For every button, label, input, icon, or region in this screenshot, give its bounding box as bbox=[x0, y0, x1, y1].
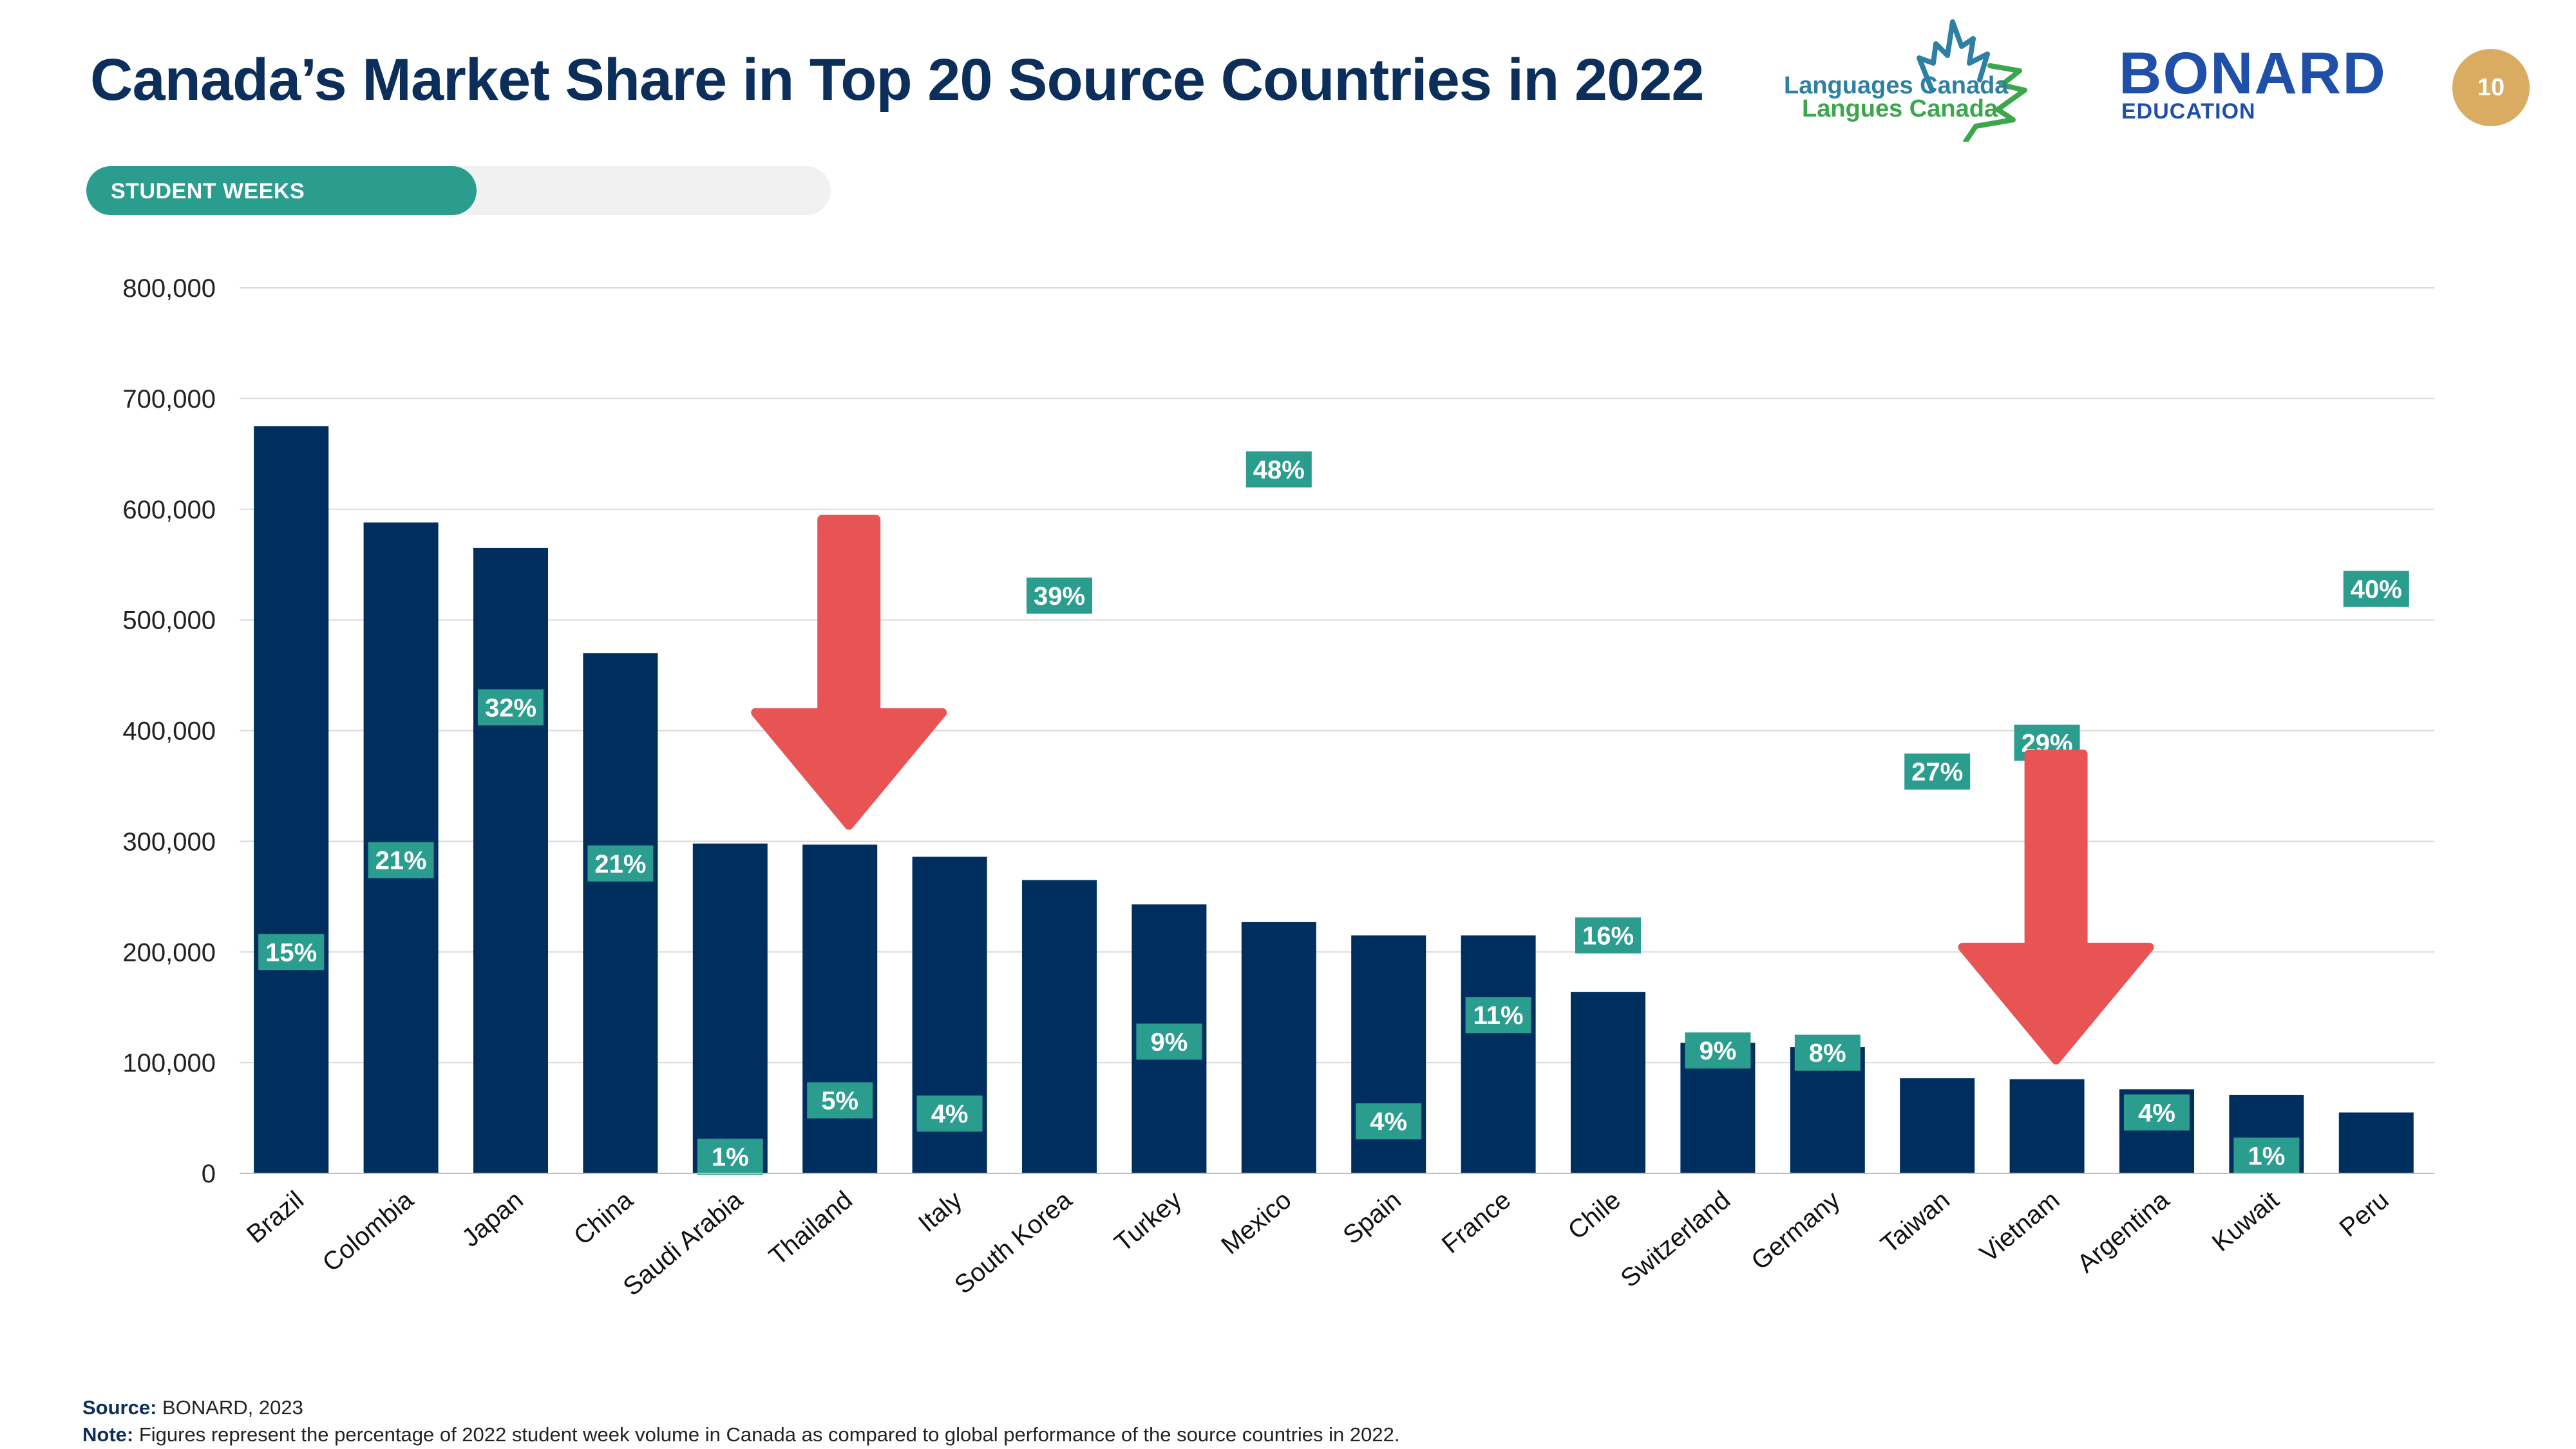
x-tick-label: Turkey bbox=[1109, 1186, 1187, 1257]
x-tick-label: Italy bbox=[913, 1186, 967, 1238]
source-text: BONARD, 2023 bbox=[156, 1396, 303, 1419]
market-share-label-box bbox=[1356, 1103, 1422, 1140]
market-share-label: 4% bbox=[1370, 1108, 1407, 1136]
bar bbox=[2338, 1112, 2414, 1173]
market-share-label: 15% bbox=[265, 938, 317, 967]
market-share-label-box bbox=[258, 934, 325, 971]
x-tick-label: Colombia bbox=[317, 1186, 419, 1278]
y-tick-label: 400,000 bbox=[122, 717, 216, 746]
x-tick-label: Taiwan bbox=[1875, 1186, 1955, 1259]
market-share-label-box bbox=[1575, 917, 1641, 954]
bonard-education-text: EDUCATION bbox=[2121, 99, 2256, 124]
student-weeks-tag bbox=[86, 166, 477, 215]
bar bbox=[1241, 922, 1316, 1173]
bar bbox=[802, 844, 878, 1173]
student-weeks-tag-label: STUDENT WEEKS bbox=[111, 179, 305, 204]
page-number-badge: 10 bbox=[2452, 49, 2530, 126]
bonard-wordmark: BONARD bbox=[2119, 41, 2387, 106]
market-share-label: 1% bbox=[2248, 1142, 2285, 1171]
y-tick-label: 200,000 bbox=[122, 938, 216, 967]
x-tick-label: Chile bbox=[1563, 1186, 1626, 1245]
note-line: Note: Figures represent the percentage o… bbox=[82, 1423, 1399, 1446]
x-tick-label: Saudi Arabia bbox=[618, 1186, 749, 1302]
x-tick-label: Thailand bbox=[764, 1186, 858, 1271]
market-share-label: 40% bbox=[2351, 576, 2402, 604]
market-share-label: 1% bbox=[712, 1143, 749, 1171]
bar bbox=[473, 547, 548, 1173]
market-share-label-box bbox=[2343, 571, 2409, 607]
bar bbox=[2009, 1079, 2085, 1173]
x-tick-label: France bbox=[1437, 1186, 1517, 1259]
x-tick-label: Spain bbox=[1338, 1186, 1406, 1249]
bar bbox=[583, 653, 658, 1173]
x-tick-label: China bbox=[569, 1186, 639, 1251]
x-tick-label: Switzerland bbox=[1616, 1186, 1736, 1293]
market-share-label-box bbox=[1685, 1032, 1751, 1069]
x-tick-label: Peru bbox=[2334, 1186, 2394, 1242]
market-share-label-box bbox=[2124, 1094, 2190, 1131]
market-share-label-box bbox=[2233, 1137, 2300, 1174]
market-share-label: 4% bbox=[2138, 1099, 2175, 1127]
languages-canada-logo: Languages Canada Langues Canada bbox=[1784, 13, 2061, 142]
market-share-label: 9% bbox=[1699, 1037, 1736, 1065]
y-tick-label: 0 bbox=[202, 1160, 216, 1188]
bar bbox=[1022, 880, 1097, 1173]
market-share-label: 5% bbox=[821, 1087, 858, 1115]
x-tick-label: Argentina bbox=[2072, 1186, 2175, 1278]
languages-canada-text: Languages Canada bbox=[1784, 72, 2009, 99]
market-share-label: 21% bbox=[594, 850, 646, 878]
y-tick-label: 600,000 bbox=[122, 496, 216, 524]
market-share-label-box bbox=[1904, 753, 1971, 790]
bar bbox=[1461, 935, 1536, 1173]
bar bbox=[1571, 992, 1645, 1173]
down-arrow-icon bbox=[751, 515, 947, 830]
market-share-label-box bbox=[697, 1139, 763, 1175]
market-share-label: 39% bbox=[1034, 582, 1085, 611]
market-share-label: 32% bbox=[485, 694, 536, 722]
y-tick-label: 100,000 bbox=[122, 1049, 216, 1077]
market-share-label: 48% bbox=[1253, 456, 1305, 484]
market-share-label-box bbox=[1794, 1034, 1861, 1071]
market-share-label-box bbox=[1136, 1023, 1202, 1060]
x-tick-label: Japan bbox=[457, 1186, 529, 1253]
bar bbox=[692, 843, 768, 1173]
down-arrow-icon bbox=[1958, 749, 2154, 1065]
note-label: Note: bbox=[82, 1423, 134, 1446]
y-tick-label: 500,000 bbox=[122, 607, 216, 635]
y-tick-label: 800,000 bbox=[122, 274, 216, 303]
maple-leaf-icon bbox=[1917, 19, 2027, 142]
market-share-label-box bbox=[807, 1082, 873, 1119]
market-share-label: 8% bbox=[1809, 1039, 1846, 1068]
bar bbox=[254, 426, 329, 1173]
x-tick-label: South Korea bbox=[949, 1186, 1077, 1300]
market-share-label-box bbox=[916, 1095, 983, 1132]
market-share-label: 9% bbox=[1150, 1028, 1188, 1056]
market-share-label-box bbox=[1465, 997, 1531, 1034]
market-share-label-box bbox=[368, 842, 434, 878]
source-label: Source: bbox=[82, 1396, 157, 1419]
bar bbox=[1900, 1078, 1975, 1173]
bonard-logo: BONARD EDUCATION bbox=[2119, 40, 2389, 130]
x-tick-label: Vietnam bbox=[1975, 1186, 2065, 1268]
market-share-label-box bbox=[478, 689, 544, 726]
source-line: Source: BONARD, 2023 bbox=[82, 1396, 303, 1419]
x-tick-label: Mexico bbox=[1216, 1186, 1296, 1260]
market-share-label: 16% bbox=[1582, 922, 1634, 950]
page-title: Canada’s Market Share in Top 20 Source C… bbox=[90, 47, 1704, 113]
market-share-label: 27% bbox=[1911, 758, 1963, 786]
note-text: Figures represent the percentage of 2022… bbox=[133, 1423, 1400, 1446]
market-share-label: 4% bbox=[931, 1100, 969, 1128]
market-share-label: 21% bbox=[375, 847, 427, 875]
x-tick-label: Germany bbox=[1746, 1186, 1845, 1275]
market-share-label: 11% bbox=[1473, 1001, 1524, 1030]
y-tick-label: 700,000 bbox=[122, 385, 216, 413]
langues-canada-text: Langues Canada bbox=[1802, 95, 1998, 122]
y-tick-label: 300,000 bbox=[122, 828, 216, 856]
market-share-label-box bbox=[587, 845, 654, 882]
x-tick-label: Kuwait bbox=[2207, 1186, 2284, 1257]
market-share-label-box bbox=[1027, 577, 1092, 614]
x-tick-label: Brazil bbox=[242, 1186, 309, 1249]
market-share-label-box bbox=[1245, 451, 1312, 488]
